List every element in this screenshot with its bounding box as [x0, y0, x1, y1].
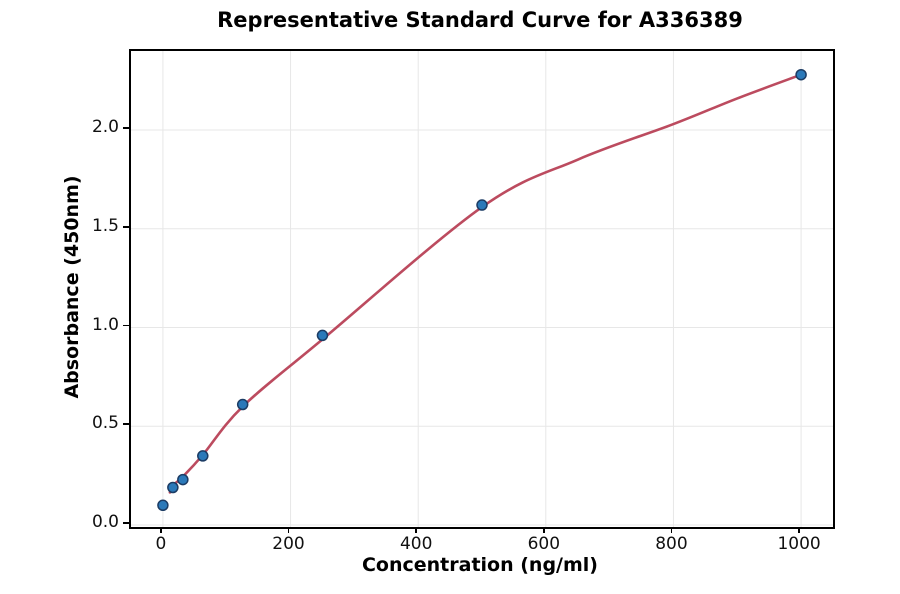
chart-title: Representative Standard Curve for A33638… — [217, 8, 743, 32]
x-tick-label: 600 — [527, 534, 561, 554]
y-tick-label: 1.0 — [91, 314, 119, 335]
fit-curve — [168, 73, 803, 494]
y-tick-label: 2.0 — [91, 117, 119, 137]
y-tick-label: 1.5 — [91, 215, 119, 236]
y-axis-label: Absorbance (450nm) — [61, 175, 83, 399]
y-tick-mark — [123, 522, 129, 524]
data-point — [795, 68, 807, 81]
x-tick-mark — [798, 527, 800, 533]
y-tick-mark — [123, 127, 129, 129]
x-tick-label: 800 — [655, 534, 688, 554]
y-tick-mark — [123, 324, 129, 327]
data-point — [316, 329, 329, 342]
plot-canvas — [131, 51, 833, 527]
x-tick-mark — [670, 527, 673, 533]
plot-area — [129, 49, 835, 529]
data-point — [476, 199, 488, 211]
x-tick-label: 1000 — [777, 534, 821, 554]
x-axis-label: Concentration (ng/ml) — [361, 554, 598, 576]
data-point — [177, 473, 189, 486]
data-point — [236, 398, 249, 411]
data-point — [167, 481, 179, 494]
x-tick-mark — [543, 527, 545, 533]
data-point — [197, 450, 209, 462]
x-tick-label: 0 — [155, 534, 167, 554]
x-tick-mark — [160, 527, 162, 533]
x-tick-label: 400 — [399, 534, 433, 554]
x-tick-label: 200 — [272, 534, 305, 554]
y-tick-label: 0.5 — [91, 413, 119, 434]
y-tick-mark — [123, 225, 129, 228]
data-point — [157, 499, 169, 512]
x-tick-mark — [287, 527, 290, 533]
y-tick-mark — [123, 423, 129, 426]
y-tick-label: 0.0 — [91, 512, 119, 533]
x-tick-mark — [415, 527, 417, 533]
